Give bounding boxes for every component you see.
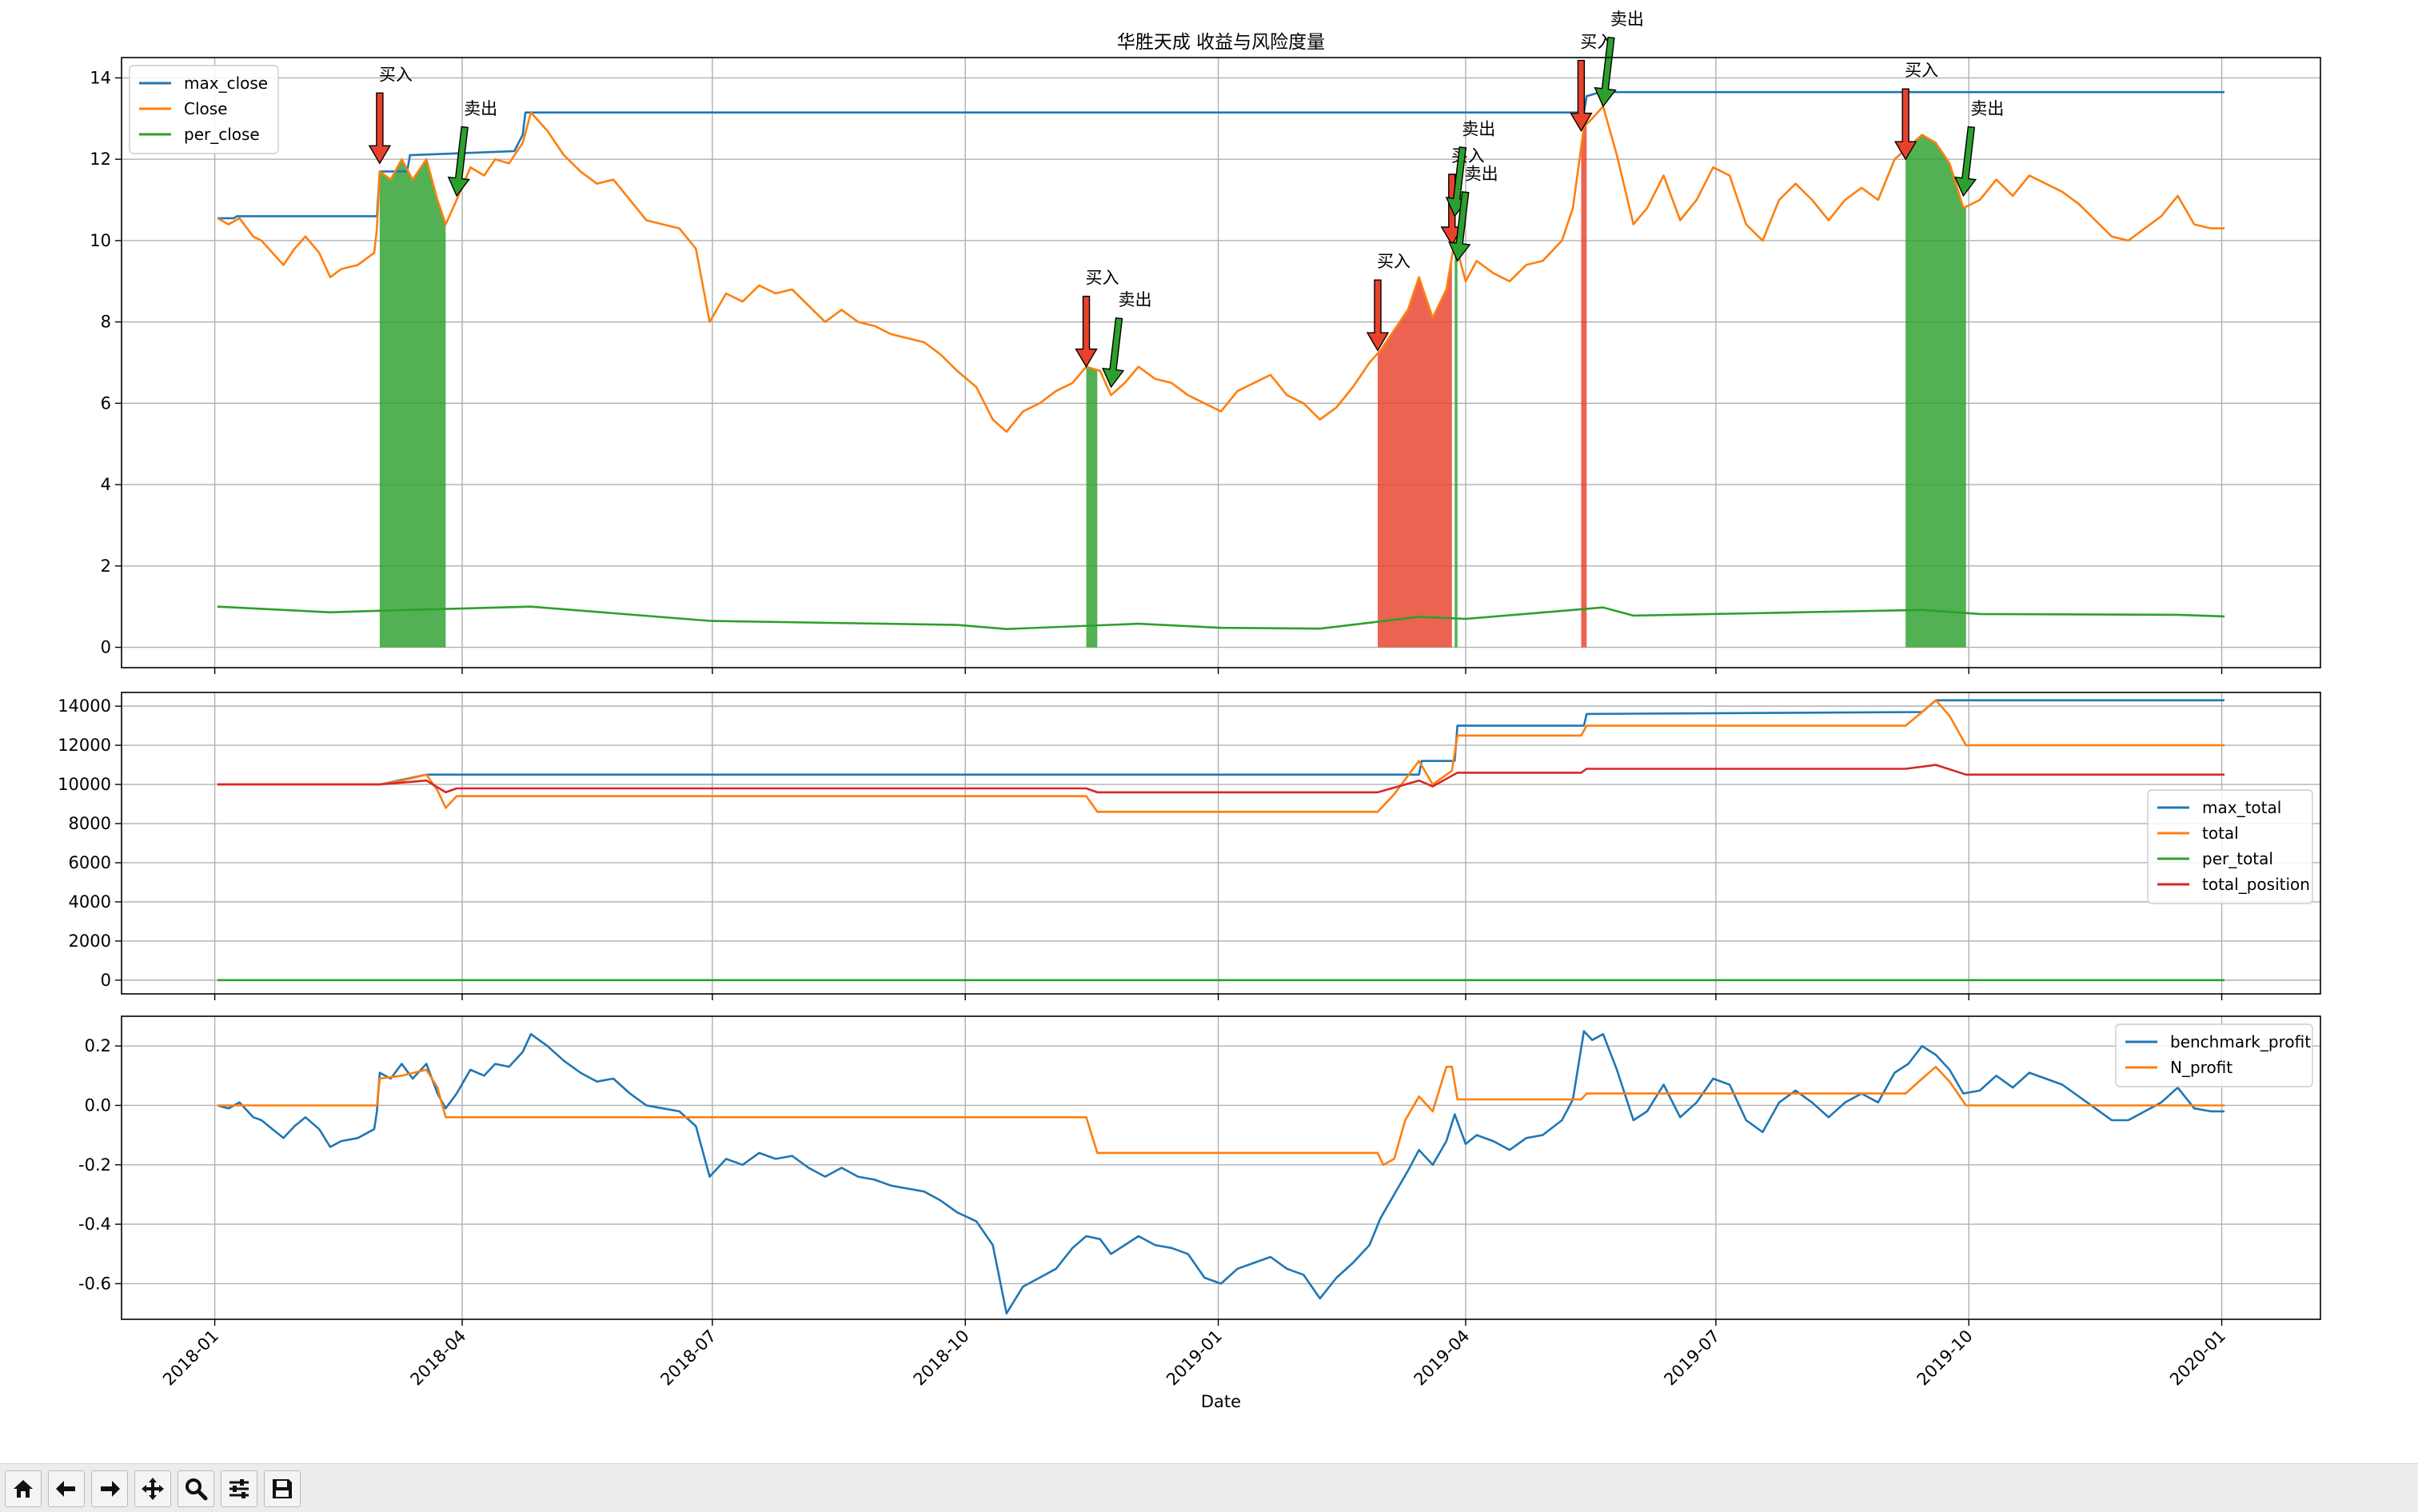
y-tick-label: 10000 [58,775,111,794]
save-icon [273,1479,292,1498]
buy-label: 买入 [1086,269,1119,288]
buy-arrow [1075,295,1098,368]
axes-frame [121,1015,2321,1320]
chart-title: 华胜天成 收益与风险度量 [1117,32,1325,53]
buy-arrow [1570,59,1593,132]
x-axis-label: Date [1201,1392,1241,1411]
y-tick-label: -0.4 [78,1215,111,1234]
legend-label: per_total [2202,849,2273,868]
legend-label: max_close [184,74,268,93]
holding-fill-region [1905,134,1966,648]
y-tick-label: -0.2 [78,1155,111,1175]
zoom-icon [186,1478,208,1501]
series-line-N_profit [217,1065,2224,1167]
series-line-Close [217,105,2224,433]
legend-label: benchmark_profit [2170,1032,2311,1051]
sell-arrow [1953,126,1977,197]
y-tick-label: 6000 [69,853,111,872]
figure-background [0,0,2418,1463]
toolbar [0,1463,2418,1512]
y-tick-label: 2000 [69,932,111,951]
y-tick-label: 6 [101,393,111,413]
holding-fill-region [1581,124,1587,648]
legend-frame [2147,789,2313,904]
y-tick-label: 12 [90,150,111,169]
sell-label: 卖出 [464,99,497,118]
sell-label: 卖出 [1610,10,1644,29]
sell-arrow [1448,191,1471,262]
buy-label: 买入 [379,65,413,84]
forward-icon [101,1481,120,1497]
legend-label: per_close [184,125,260,144]
y-tick-label: 0.0 [85,1095,111,1115]
legend-label: N_profit [2170,1058,2232,1077]
series-line-per_close [217,605,2225,630]
pan-button[interactable] [134,1470,171,1507]
y-tick-label: 14000 [58,696,111,716]
y-tick-label: 8 [101,313,111,332]
buy-arrow [1366,279,1390,352]
y-tick-label: 8000 [69,814,111,833]
sell-arrow [1101,317,1125,389]
buy-label: 买入 [1905,61,1938,80]
total-panel: 0 2000 4000 6000 8000 10000 12000 14000 max_tota… [58,692,2321,1000]
buy-label: 买入 [1377,252,1410,271]
y-tick-label: 2 [101,557,111,576]
series-line-total_position [217,764,2224,794]
home-button[interactable] [5,1470,42,1507]
legend-label: max_total [2202,798,2281,817]
buy-arrow [1893,88,1917,161]
axes-frame [121,692,2321,995]
zoom-button[interactable] [178,1470,214,1507]
buy-label: 买入 [1451,146,1485,166]
buy-arrow [368,92,392,165]
legend-frame [2115,1023,2313,1087]
y-tick-label: 14 [90,68,111,87]
y-tick-label: 0 [101,638,111,657]
legend-label: Close [184,99,227,118]
axes-frame [121,57,2321,668]
legend: max_close Close per_close [129,65,279,154]
legend: benchmark_profit N_profit [2115,1023,2313,1087]
y-tick-label: 4000 [69,892,111,912]
holding-fill-region [1377,257,1452,648]
y-tick-label: 12000 [58,736,111,755]
y-tick-label: -0.6 [78,1274,111,1293]
back-icon [56,1481,75,1497]
configure-subplots-button[interactable] [221,1470,257,1507]
sell-label: 卖出 [1462,119,1495,138]
back-button[interactable] [48,1470,85,1507]
buy-label: 买入 [1580,33,1614,52]
sell-arrow [1594,36,1617,108]
sell-label: 卖出 [1970,99,2004,118]
sell-label: 卖出 [1465,164,1498,183]
home-icon [14,1480,33,1498]
legend-frame [129,65,279,154]
legend-label: total [2202,824,2239,843]
y-tick-label: 0.2 [85,1036,111,1055]
configure-subplots-icon [229,1479,249,1498]
y-tick-label: 0 [101,971,111,990]
holding-fill-region [1454,240,1458,648]
y-tick-label: 10 [90,231,111,250]
save-button[interactable] [264,1470,301,1507]
sell-label: 卖出 [1118,290,1151,309]
sell-arrow [447,126,470,197]
holding-fill-region [1086,366,1098,648]
pan-icon [142,1478,164,1500]
legend-label: total_position [2202,875,2310,894]
y-tick-label: 4 [101,475,111,494]
holding-fill-region [379,159,446,648]
series-line-benchmark_profit [217,1030,2224,1315]
forward-button[interactable] [91,1470,128,1507]
